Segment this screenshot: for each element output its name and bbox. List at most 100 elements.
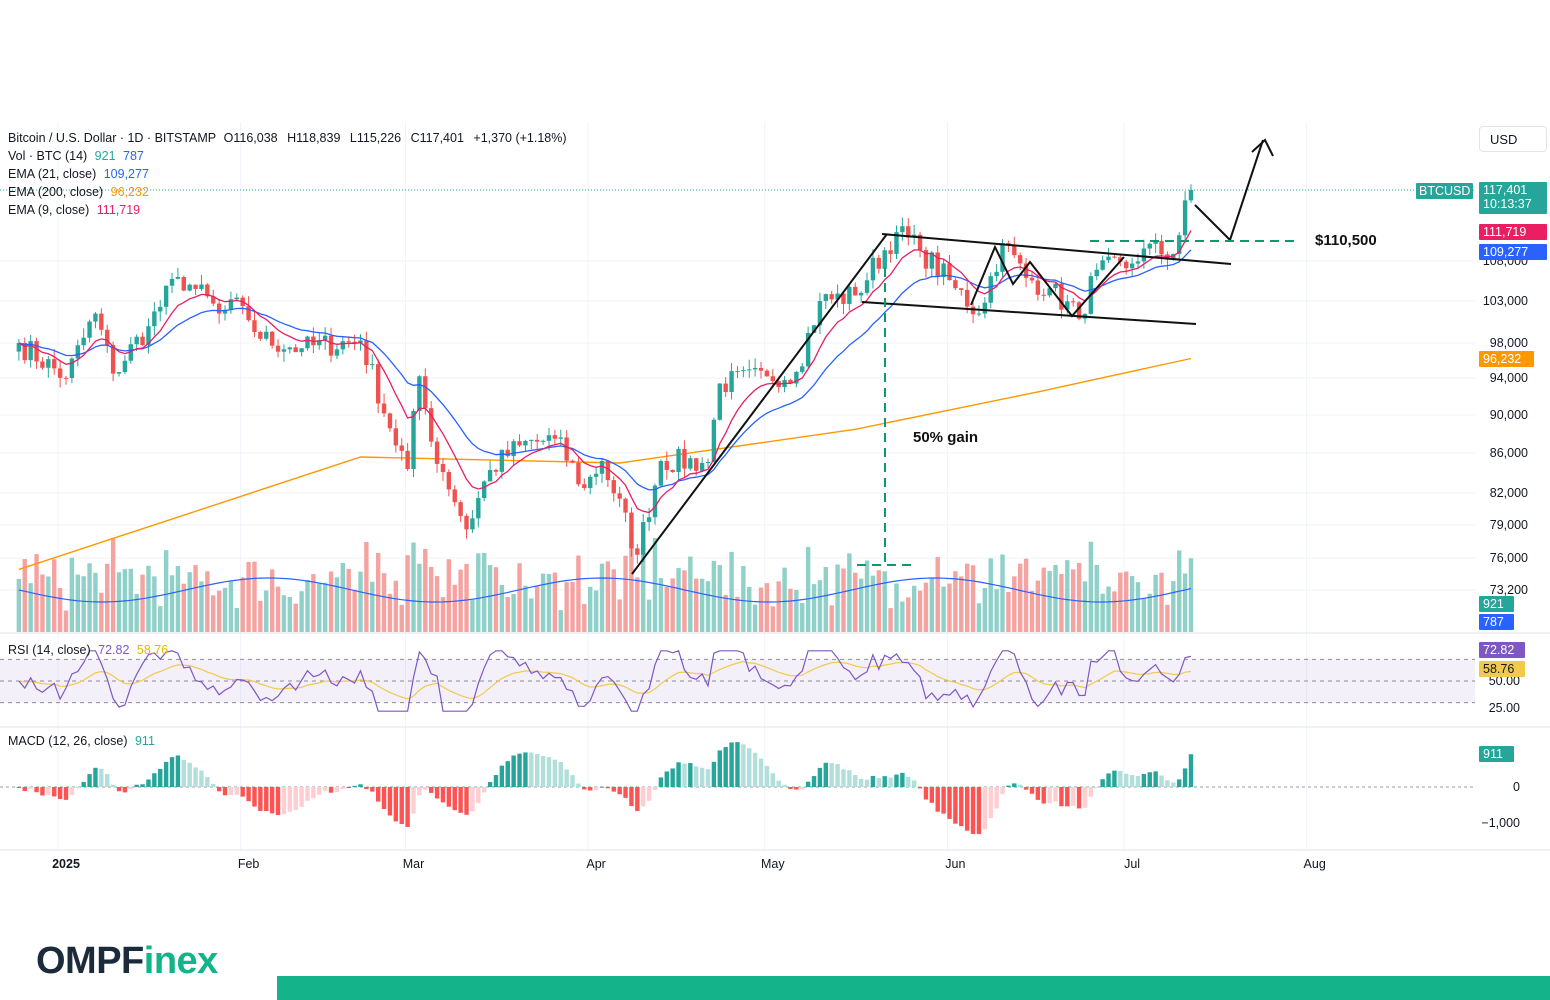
macd-histogram-bar (205, 777, 210, 787)
volume-bar (688, 556, 693, 632)
last-price-tag: 117,401 10:13:37 (1479, 182, 1547, 214)
macd-histogram-bar (63, 787, 69, 800)
candle-body (393, 428, 399, 446)
macd-histogram-bar (670, 768, 675, 787)
ema21-label: EMA (21, close) (8, 167, 97, 181)
volume-bar (888, 608, 893, 632)
macd-histogram-bar (929, 787, 935, 803)
macd-histogram-bar (405, 787, 410, 827)
candle-body (75, 345, 80, 359)
time-tick-label: Jul (1124, 857, 1140, 871)
rsi-tick-label: 50.00 (1489, 674, 1520, 688)
candle-body (929, 252, 935, 269)
volume-bar (1141, 597, 1147, 632)
macd-histogram-bar (735, 742, 740, 787)
volume-bar (352, 589, 357, 632)
flag-lower-trendline (861, 301, 1197, 325)
macd-histogram-bar (40, 787, 45, 796)
macd-histogram-bar (682, 763, 687, 787)
volume-bar (146, 565, 151, 632)
volume-bar (529, 598, 534, 632)
candle-body (658, 461, 664, 486)
macd-histogram-bar (882, 776, 887, 787)
ticker-tag: BTCUSD (1416, 183, 1474, 199)
ema9-value: 111,719 (96, 203, 141, 217)
macd-histogram-bar (658, 777, 664, 787)
candle-body (770, 376, 775, 382)
candle-body (705, 462, 711, 463)
candle-body (476, 498, 481, 519)
volume-bar (1159, 572, 1164, 632)
volume-bar (570, 582, 575, 632)
macd-histogram-bar (134, 784, 139, 787)
price-tick-label: 73,200 (1490, 583, 1528, 597)
candle-body (858, 292, 864, 296)
volume-bar (40, 574, 45, 632)
volume-bar (28, 583, 33, 632)
volume-bar (935, 557, 940, 632)
volume-bar (322, 582, 328, 632)
macd-histogram-bar (835, 763, 840, 787)
macd-histogram-bar (87, 774, 92, 787)
candle-body (688, 458, 693, 469)
volume-bar (864, 560, 870, 632)
volume-bar (1094, 565, 1099, 632)
volume-bar (1165, 604, 1170, 632)
macd-histogram-bar (800, 787, 805, 790)
macd-histogram-bar (888, 777, 893, 787)
candle-body (464, 515, 469, 530)
volume-bar (870, 575, 876, 632)
volume-bar (1106, 586, 1111, 632)
candle-body (741, 370, 746, 372)
candle-body (888, 250, 893, 254)
volume-bar (794, 589, 799, 632)
volume-bar (782, 567, 787, 632)
macd-histogram-bar (605, 787, 611, 789)
candle-body (617, 493, 622, 499)
volume-bar (629, 530, 634, 632)
rsi-tick-label: 25.00 (1489, 701, 1520, 715)
volume-bar (546, 573, 552, 632)
macd-histogram-bar (1159, 775, 1164, 787)
candle-body (370, 364, 375, 366)
macd-histogram-bar (1012, 783, 1017, 787)
candle-body (794, 371, 799, 384)
volume-bar (140, 574, 145, 632)
volume-bar (493, 567, 499, 632)
ema9-line (18, 230, 1192, 514)
time-tick-label: Aug (1304, 857, 1326, 871)
flagpole-trendline (631, 233, 888, 575)
ema200-legend: EMA (200, close) 96,232 (8, 185, 153, 199)
macd-histogram-bar (387, 787, 393, 816)
macd-histogram-bar (328, 787, 334, 793)
candle-body (381, 403, 387, 414)
macd-histogram-bar (22, 787, 27, 792)
macd-histogram-bar (811, 776, 817, 787)
macd-histogram-bar (417, 787, 422, 796)
macd-histogram-bar (676, 762, 681, 787)
volume-tag-1: 921 (1479, 596, 1514, 612)
macd-histogram-bar (1112, 770, 1117, 787)
macd-histogram-bar (635, 787, 640, 811)
macd-histogram-bar (817, 767, 823, 787)
currency-button[interactable]: USD (1479, 126, 1547, 152)
candle-body (1118, 257, 1123, 262)
volume-bar (293, 603, 298, 632)
macd-histogram-bar (1118, 770, 1123, 787)
candle-body (340, 341, 346, 350)
macd-histogram-bar (128, 787, 133, 789)
time-tick-label: Feb (238, 857, 260, 871)
volume-bar (464, 563, 469, 632)
volume-bar (611, 569, 616, 632)
macd-histogram-bar (517, 753, 522, 787)
volume-bar (923, 582, 929, 632)
candle-body (99, 313, 104, 330)
volume-bar (1088, 541, 1094, 632)
candle-body (1159, 240, 1164, 255)
volume-bar (1041, 567, 1046, 632)
volume-bar (694, 578, 699, 632)
macd-histogram-bar (1053, 787, 1058, 802)
macd-histogram-bar (293, 787, 298, 811)
open-label: O (223, 131, 234, 145)
